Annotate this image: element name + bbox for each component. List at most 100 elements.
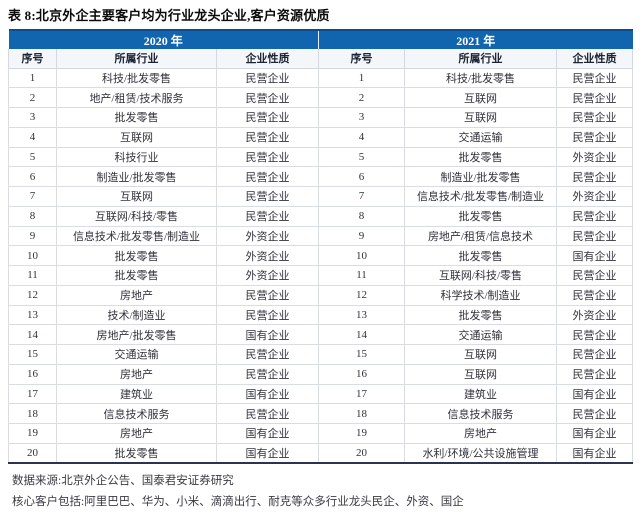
- industry-cell-2020: 技术/制造业: [56, 304, 217, 326]
- index-cell-2021: 18: [318, 403, 405, 424]
- index-cell-2020: 11: [8, 265, 57, 286]
- index-cell-2020: 2: [8, 87, 57, 108]
- column-header-row: 序号 所属行业 企业性质 序号 所属行业 企业性质: [8, 49, 633, 69]
- industry-cell-2020: 批发零售: [56, 245, 217, 266]
- index-cell-2020: 19: [8, 423, 57, 444]
- index-cell-2020: 6: [8, 166, 57, 187]
- index-cell-2020: 3: [8, 107, 57, 128]
- industry-cell-2021: 水利/环境/公共设施管理: [404, 442, 557, 463]
- index-cell-2021: 15: [318, 344, 405, 365]
- nature-cell-2021: 国有企业: [556, 442, 633, 463]
- index-cell-2021: 11: [318, 265, 405, 286]
- index-cell-2020: 4: [8, 126, 57, 148]
- nature-cell-2021: 民营企业: [556, 126, 633, 148]
- nature-cell-2020: 民营企业: [216, 344, 319, 365]
- nature-cell-2020: 民营企业: [216, 87, 319, 108]
- industry-cell-2020: 房地产: [56, 284, 217, 306]
- nature-cell-2021: 民营企业: [556, 205, 633, 227]
- nature-cell-2020: 国有企业: [216, 383, 319, 405]
- nature-cell-2020: 外资企业: [216, 265, 319, 286]
- industry-cell-2021: 批发零售: [404, 304, 557, 326]
- index-cell-2021: 17: [318, 383, 405, 405]
- nature-cell-2020: 国有企业: [216, 442, 319, 463]
- nature-cell-2021: 民营企业: [556, 284, 633, 306]
- index-cell-2021: 14: [318, 324, 405, 345]
- nature-cell-2021: 外资企业: [556, 146, 633, 168]
- index-cell-2021: 1: [318, 67, 405, 89]
- table-row: 4 互联网 民营企业 4 交通运输 民营企业: [8, 126, 633, 148]
- nature-cell-2020: 民营企业: [216, 126, 319, 148]
- industry-cell-2021: 建筑业: [404, 383, 557, 405]
- nature-cell-2021: 民营企业: [556, 67, 633, 89]
- table-row: 1 科技/批发零售 民营企业 1 科技/批发零售 民营企业: [8, 67, 633, 89]
- index-cell-2021: 7: [318, 186, 405, 207]
- table-head: 2020 年 2021 年 序号 所属行业 企业性质 序号 所属行业 企业性质: [8, 29, 633, 69]
- index-cell-2020: 1: [8, 67, 57, 89]
- industry-cell-2020: 信息技术/批发零售/制造业: [56, 225, 217, 247]
- industry-cell-2021: 科学技术/制造业: [404, 284, 557, 306]
- industry-cell-2020: 科技行业: [56, 146, 217, 168]
- year-header-row: 2020 年 2021 年: [8, 29, 633, 49]
- table-row: 15 交通运输 民营企业 15 互联网 民营企业: [8, 344, 633, 365]
- index-cell-2021: 19: [318, 423, 405, 444]
- industry-cell-2020: 互联网: [56, 126, 217, 148]
- nature-cell-2020: 外资企业: [216, 245, 319, 266]
- index-cell-2020: 12: [8, 284, 57, 306]
- footnote-data-source: 数据来源:北京外企公告、国泰君安证券研究: [12, 475, 234, 487]
- table-row: 11 批发零售 外资企业 11 互联网/科技/零售 民营企业: [8, 265, 633, 286]
- industry-cell-2020: 科技/批发零售: [56, 67, 217, 89]
- table-row: 7 互联网 民营企业 7 信息技术/批发零售/制造业 外资企业: [8, 186, 633, 207]
- nature-cell-2021: 民营企业: [556, 403, 633, 424]
- table-row: 12 房地产 民营企业 12 科学技术/制造业 民营企业: [8, 284, 633, 306]
- nature-cell-2020: 民营企业: [216, 284, 319, 306]
- industry-cell-2020: 房地产: [56, 363, 217, 385]
- data-table: 2020 年 2021 年 序号 所属行业 企业性质 序号 所属行业 企业性质 …: [8, 29, 633, 464]
- index-cell-2020: 17: [8, 383, 57, 405]
- column-header-index-2020: 序号: [8, 49, 57, 69]
- index-cell-2020: 14: [8, 324, 57, 345]
- table-row: 17 建筑业 国有企业 17 建筑业 国有企业: [8, 383, 633, 405]
- table-body: 1 科技/批发零售 民营企业 1 科技/批发零售 民营企业 2 地产/租赁/技术服务 民营企业 2…: [8, 67, 633, 463]
- industry-cell-2021: 制造业/批发零售: [404, 166, 557, 187]
- index-cell-2021: 2: [318, 87, 405, 108]
- index-cell-2020: 8: [8, 205, 57, 227]
- nature-cell-2020: 民营企业: [216, 363, 319, 385]
- index-cell-2020: 13: [8, 304, 57, 326]
- table-row: 14 房地产/批发零售 国有企业 14 交通运输 民营企业: [8, 324, 633, 345]
- industry-cell-2021: 科技/批发零售: [404, 67, 557, 89]
- index-cell-2021: 12: [318, 284, 405, 306]
- index-cell-2020: 16: [8, 363, 57, 385]
- index-cell-2021: 5: [318, 146, 405, 168]
- table-row: 9 信息技术/批发零售/制造业 外资企业 9 房地产/租赁/信息技术 民营企业: [8, 225, 633, 247]
- nature-cell-2020: 民营企业: [216, 403, 319, 424]
- industry-cell-2020: 互联网/科技/零售: [56, 205, 217, 227]
- nature-cell-2020: 国有企业: [216, 324, 319, 345]
- nature-cell-2021: 民营企业: [556, 324, 633, 345]
- industry-cell-2021: 房地产/租赁/信息技术: [404, 225, 557, 247]
- nature-cell-2021: 民营企业: [556, 225, 633, 247]
- column-header-index-2021: 序号: [318, 49, 405, 69]
- table-row: 8 互联网/科技/零售 民营企业 8 批发零售 民营企业: [8, 205, 633, 227]
- industry-cell-2021: 互联网: [404, 363, 557, 385]
- nature-cell-2020: 民营企业: [216, 67, 319, 89]
- table-row: 20 批发零售 国有企业 20 水利/环境/公共设施管理 国有企业: [8, 442, 633, 463]
- nature-cell-2021: 民营企业: [556, 87, 633, 108]
- industry-cell-2021: 批发零售: [404, 146, 557, 168]
- industry-cell-2020: 交通运输: [56, 344, 217, 365]
- industry-cell-2021: 批发零售: [404, 205, 557, 227]
- table-row: 18 信息技术服务 民营企业 18 信息技术服务 民营企业: [8, 403, 633, 424]
- column-header-nature-2021: 企业性质: [556, 49, 633, 69]
- industry-cell-2020: 地产/租赁/技术服务: [56, 87, 217, 108]
- nature-cell-2020: 外资企业: [216, 225, 319, 247]
- nature-cell-2021: 国有企业: [556, 383, 633, 405]
- column-header-industry-2021: 所属行业: [404, 49, 557, 69]
- index-cell-2020: 9: [8, 225, 57, 247]
- industry-cell-2020: 信息技术服务: [56, 403, 217, 424]
- industry-cell-2020: 批发零售: [56, 265, 217, 286]
- industry-cell-2020: 建筑业: [56, 383, 217, 405]
- industry-cell-2021: 信息技术服务: [404, 403, 557, 424]
- industry-cell-2021: 互联网: [404, 107, 557, 128]
- industry-cell-2021: 房地产: [404, 423, 557, 444]
- index-cell-2020: 10: [8, 245, 57, 266]
